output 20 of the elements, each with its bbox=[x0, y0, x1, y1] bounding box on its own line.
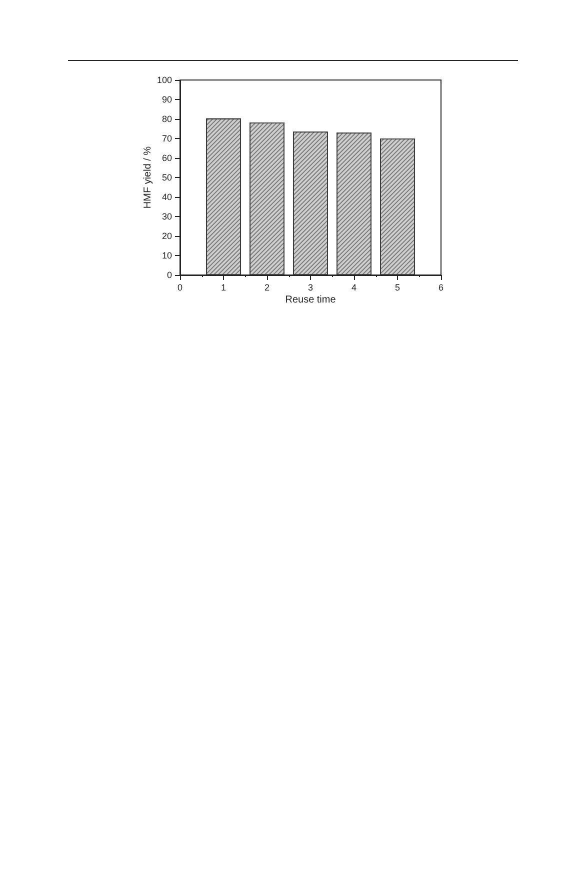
y-tick-label: 70 bbox=[162, 134, 172, 144]
y-tick-label: 60 bbox=[162, 153, 172, 163]
x-tick-label: 0 bbox=[177, 282, 183, 292]
y-axis-title: HMF yield / % bbox=[142, 146, 154, 209]
y-tick-label: 0 bbox=[166, 270, 172, 280]
y-tick-label: 100 bbox=[156, 75, 172, 85]
x-tick-label: 3 bbox=[308, 282, 314, 292]
y-tick-label: 80 bbox=[162, 114, 172, 124]
x-tick-label: 2 bbox=[264, 282, 270, 292]
y-tick-label: 40 bbox=[162, 192, 172, 202]
y-tick-label: 10 bbox=[162, 250, 172, 260]
y-tick-label: 20 bbox=[162, 231, 172, 241]
x-tick-label: 6 bbox=[438, 282, 444, 292]
y-tick-label: 50 bbox=[162, 172, 172, 182]
y-tick-label: 90 bbox=[162, 94, 172, 104]
y-tick-label: 30 bbox=[162, 212, 172, 222]
x-tick-label: 1 bbox=[220, 282, 226, 292]
x-tick-label: 5 bbox=[394, 282, 400, 292]
x-tick-label: 4 bbox=[351, 282, 357, 292]
x-axis-title: Reuse time bbox=[285, 294, 336, 306]
